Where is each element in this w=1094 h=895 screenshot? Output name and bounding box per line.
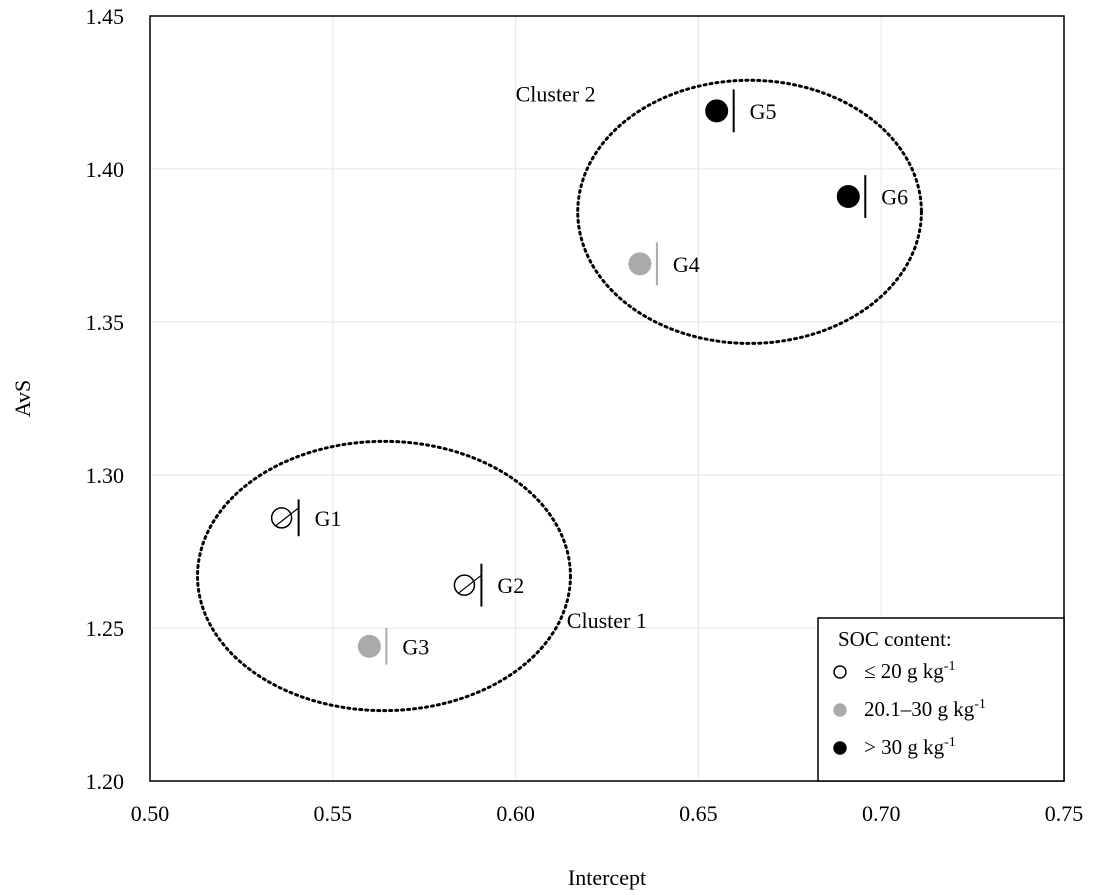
cluster-1-label: Cluster 1	[567, 608, 647, 633]
y-tick-label: 1.40	[86, 157, 125, 182]
point-label: G4	[673, 252, 700, 277]
legend: SOC content: ≤ 20 g kg-1 20.1–30 g kg-1 > …	[817, 617, 1065, 782]
y-tick-label: 1.30	[86, 463, 125, 488]
data-point-g2: G2	[453, 563, 524, 607]
plot-frame	[149, 15, 1065, 782]
point-label: G1	[315, 506, 342, 531]
legend-marker	[833, 703, 847, 717]
legend-box	[817, 617, 1065, 782]
marker	[628, 252, 652, 276]
legend-title: SOC content:	[838, 627, 952, 651]
x-tick-label: 0.55	[314, 801, 353, 826]
data-point-g4: G4	[628, 242, 700, 286]
x-tick-labels: 0.50 0.55 0.60 0.65 0.70 0.75	[131, 801, 1084, 826]
x-tick-label: 0.50	[131, 801, 170, 826]
data-point-g5: G5	[705, 89, 777, 133]
legend-entry-high: > 30 g kg-1	[833, 735, 956, 759]
cluster-2-ellipse	[576, 78, 923, 345]
legend-marker	[833, 665, 847, 679]
data-points: G1 G2 G3 G4 G5 G6	[270, 89, 908, 665]
data-point-g3: G3	[357, 628, 429, 665]
cluster-2-label: Cluster 2	[516, 82, 596, 107]
legend-label: 20.1–30 g kg-1	[864, 697, 986, 721]
point-label: G6	[881, 185, 908, 210]
grid	[150, 16, 1064, 781]
y-tick-labels: 1.20 1.25 1.30 1.35 1.40 1.45	[86, 4, 125, 794]
marker	[357, 634, 381, 658]
marker	[270, 507, 293, 529]
marker-slash	[458, 574, 482, 594]
point-label: G3	[402, 634, 429, 659]
y-axis-label: AvS	[10, 380, 35, 418]
legend-entry-low: ≤ 20 g kg-1	[833, 659, 955, 683]
point-label: G5	[750, 99, 777, 124]
legend-label: > 30 g kg-1	[864, 735, 956, 759]
y-tick-label: 1.45	[86, 4, 125, 29]
data-point-g1: G1	[270, 499, 342, 537]
legend-label: ≤ 20 g kg-1	[864, 659, 955, 683]
cluster-1-ellipse	[196, 439, 572, 713]
marker	[453, 574, 476, 596]
data-point-g6: G6	[836, 175, 908, 218]
marker	[836, 185, 860, 209]
y-tick-label: 1.35	[86, 310, 125, 335]
x-tick-label: 0.70	[862, 801, 901, 826]
legend-entry-mid: 20.1–30 g kg-1	[833, 697, 986, 721]
x-tick-label: 0.65	[679, 801, 718, 826]
clusters: Cluster 1 Cluster 2	[196, 78, 923, 713]
marker-slash	[275, 507, 299, 527]
x-tick-label: 0.60	[496, 801, 535, 826]
y-tick-label: 1.20	[86, 769, 125, 794]
marker	[705, 99, 729, 123]
x-axis-label: Intercept	[568, 865, 646, 890]
legend-marker	[833, 741, 847, 755]
point-label: G2	[497, 573, 524, 598]
legend-entries: ≤ 20 g kg-1 20.1–30 g kg-1 > 30 g kg-1	[833, 659, 986, 759]
y-tick-label: 1.25	[86, 616, 125, 641]
x-tick-label: 0.75	[1045, 801, 1084, 826]
